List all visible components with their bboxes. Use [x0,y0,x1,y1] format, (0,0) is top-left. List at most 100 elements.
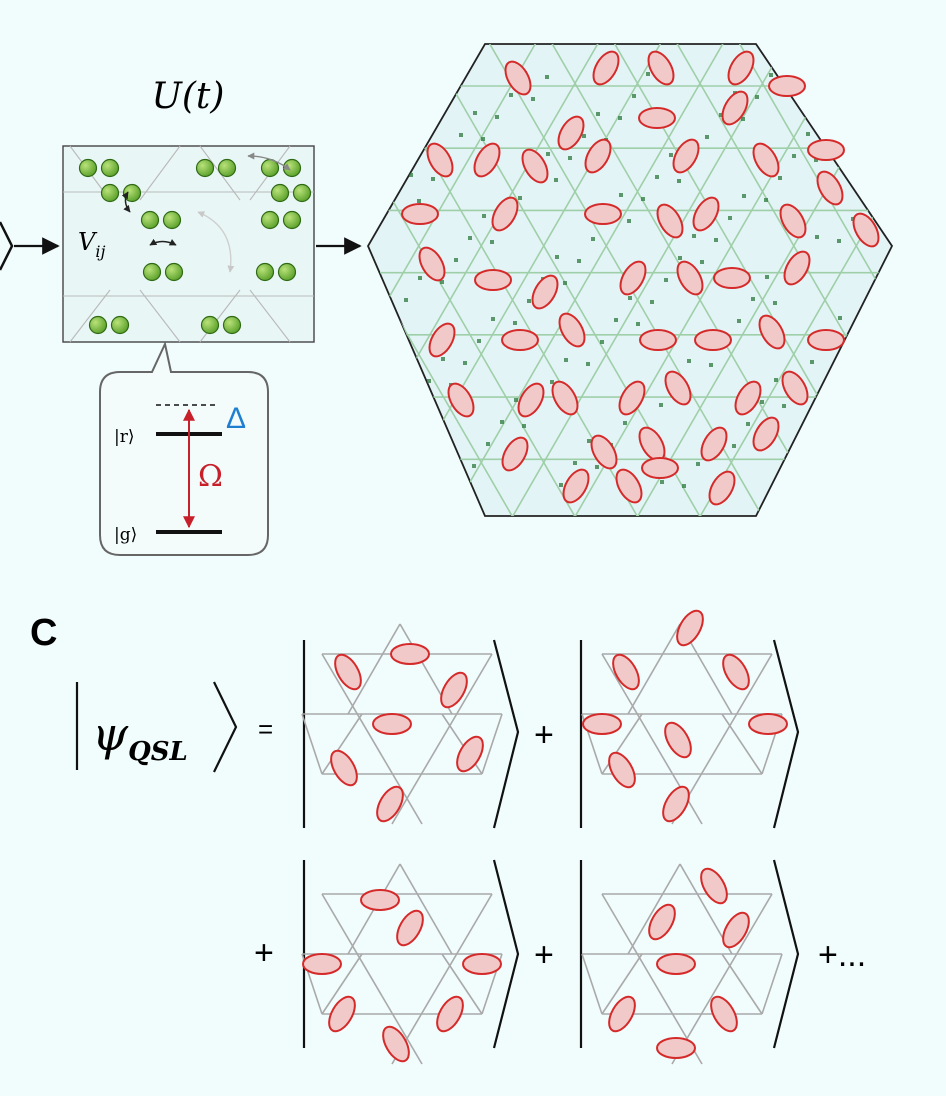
atom-site-dot [660,480,664,484]
atom-site-dot [805,485,809,489]
atom-site-dot [782,404,786,408]
atom-site-dot [573,461,577,465]
dimer-ellipse [612,653,640,691]
atom-site-dot [486,442,490,446]
dimer-ellipse [372,713,412,735]
dimer-ellipse [694,329,732,351]
panel-letter-c: C [30,612,57,654]
dimer-ellipse [672,138,700,174]
atom-site-dot [454,258,458,262]
atom-site-dot [714,238,718,242]
dimer-ellipse [473,142,501,178]
lattice-line [549,44,851,516]
atom [292,183,312,203]
trailing-ellipsis: +... [818,936,866,974]
atom-site-dot [846,342,850,346]
dimer-ellipse [752,142,780,178]
atom-site-dot [500,420,504,424]
atom-site-dot [659,403,663,407]
dimer-ellipse [562,468,590,504]
atom-site-dot [833,441,837,445]
atom-site-dot [509,93,513,97]
atom-site-dot [587,439,591,443]
dimer-ellipse [608,995,636,1033]
dimer-ellipse [584,203,622,225]
atom-site-dot [669,153,673,157]
atom-site-dot [765,275,769,279]
atom-site-dot [481,137,485,141]
lattice-line [139,289,181,343]
atom-site-dot [477,339,481,343]
dimer-ellipse [710,995,738,1033]
lattice-line [0,40,38,560]
psi-ket-angle [213,681,238,773]
lattice-line [321,953,363,1015]
atom-site-dot [550,380,554,384]
dimer-ellipse [582,713,622,735]
lattice-line [139,145,181,201]
atom-site-dot [628,296,632,300]
lattice-line [481,713,503,775]
lattice-line [861,44,892,516]
dimer-ellipse [521,148,549,184]
atom [217,158,237,178]
dimer-configuration-2 [581,609,788,825]
ground-level-label: |g⟩ [114,525,137,545]
lattice-line [301,713,323,775]
lattice-line [761,953,783,1015]
atom-site-dot [527,299,531,303]
atom-site-dot [855,445,859,449]
atom-site-dot [755,95,759,99]
dimer-ellipse [734,380,762,416]
atom-site-dot [559,483,563,487]
atom-site-dot [427,379,431,383]
atom-site-dot [418,276,422,280]
lattice-line [925,40,946,560]
atom-site-dot [450,460,454,464]
atom-site-dot [522,424,526,428]
atom-site-dot [778,176,782,180]
lattice-line [721,953,763,1015]
dimer-ellipse [692,196,720,232]
dimer-ellipse [748,713,788,735]
dimer-ellipse [647,50,675,86]
dimer-ellipse [608,751,636,789]
atom-site-dot [636,322,640,326]
atom-site-dot [705,135,709,139]
atom [282,158,302,178]
dimer-ellipse [462,953,502,975]
atom-site-dot [837,239,841,243]
lattice-line [627,863,681,955]
lattice-line [601,953,643,1015]
dimer-ellipse [664,370,692,406]
atom-site-dot [546,152,550,156]
atom-site-dot [409,173,413,177]
atom [110,315,130,335]
dimer-ellipse [664,721,692,759]
dimer-ellipse [656,1037,696,1059]
dimer-ellipse [401,203,439,225]
atom-site-dot [404,298,408,302]
atom-site-dot [459,133,463,137]
atom-site-dot [582,134,586,138]
dimer-ellipse [639,329,677,351]
atom-site-dot [709,363,713,367]
lattice-line [69,289,111,343]
dimer-ellipse [426,142,454,178]
dimer-ellipse [708,470,736,506]
atom-site-dot [568,156,572,160]
atom [142,262,162,282]
dimer-ellipse [551,380,579,416]
atom-site-dot [769,73,773,77]
interaction-arrow-1 [121,191,131,213]
atom-site-dot [650,300,654,304]
dimer-ellipse [302,953,342,975]
atom-site-dot [436,482,440,486]
lattice-line [399,863,453,955]
atom-site-dot [655,175,659,179]
ket2-angle [772,639,800,829]
dimer-ellipse [456,735,484,773]
evolution-operator-label: U(t) [152,76,225,117]
atom-site-dot [482,214,486,218]
dimer-ellipse [648,903,676,941]
